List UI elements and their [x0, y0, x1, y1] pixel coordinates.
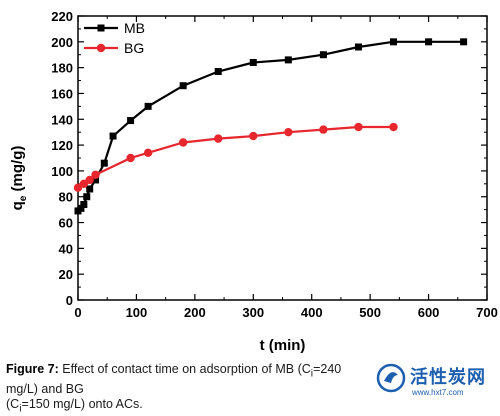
y-tick-label: 0	[66, 293, 73, 308]
caption-text-1: Effect of contact time on adsorption of …	[58, 362, 311, 376]
y-tick-label: 140	[51, 112, 73, 127]
caption-label: Figure 7:	[6, 362, 59, 376]
data-point-mb	[319, 51, 327, 59]
x-tick-label: 600	[418, 305, 440, 320]
y-tick-label: 180	[51, 61, 73, 76]
chart-axis-titles: t (min) qe (mg/g)	[9, 146, 305, 354]
data-point-bg	[249, 131, 258, 141]
watermark-url: www.hxt7.com	[412, 388, 464, 397]
series-line-mb	[77, 40, 464, 212]
series-mb	[74, 38, 468, 215]
x-tick-label: 700	[476, 305, 498, 320]
data-point-bg	[389, 122, 398, 132]
data-point-mb	[249, 58, 257, 66]
y-tick-label: 60	[59, 216, 73, 231]
legend-item-mb: MB	[84, 20, 145, 36]
caption-text-1b: =240 mg/L) and BG	[6, 362, 342, 396]
data-point-bg	[354, 122, 363, 132]
caption-sub-1: i	[310, 368, 314, 380]
data-point-mb	[390, 38, 398, 46]
data-point-mb	[86, 185, 94, 193]
plot-frame	[77, 15, 488, 301]
chart-axes: 0 100 200 300 400 500 600 700 0 20 40 60 80 100 120 140…	[51, 9, 498, 320]
series-line-bg	[77, 125, 394, 189]
data-point-mb	[92, 176, 100, 184]
data-point-bg	[91, 170, 100, 179]
legend-label-mb: MB	[124, 20, 145, 36]
y-tick-label: 100	[51, 164, 73, 179]
legend-label-bg: BG	[124, 40, 144, 56]
data-point-bg	[284, 127, 293, 137]
y-tick-label: 20	[59, 267, 73, 282]
data-point-mb	[127, 117, 135, 125]
chart-legend: MB BG	[84, 20, 145, 56]
watermark-title: 活性炭网	[410, 367, 486, 387]
data-point-bg	[319, 125, 328, 134]
data-point-bg	[178, 138, 188, 147]
data-point-mb	[83, 193, 91, 201]
data-point-mb	[460, 38, 468, 46]
series-bg	[73, 122, 398, 192]
figure-caption: Figure 7: Effect of contact time on adso…	[6, 362, 366, 416]
data-point-mb	[354, 43, 362, 51]
y-tick-label: 120	[51, 138, 73, 153]
x-axis-title: t (min)	[260, 337, 306, 354]
contact-time-chart: 0 100 200 300 400 500 600 700 0 20 40 60 80 100 120 140…	[9, 9, 498, 354]
y-tick-label: 200	[51, 35, 73, 50]
y-tick-label: 80	[59, 190, 73, 205]
data-point-mb	[77, 204, 85, 212]
data-point-mb	[100, 159, 108, 167]
legend-marker-mb	[97, 24, 105, 32]
data-point-bg	[214, 134, 223, 143]
caption-text-2a: (C	[6, 396, 20, 411]
y-tick-label: 220	[51, 9, 73, 24]
x-tick-label: 200	[184, 305, 206, 320]
y-axis-title: qe (mg/g)	[9, 146, 29, 211]
data-point-mb	[144, 102, 152, 110]
y-axis-title-main: q	[9, 201, 26, 210]
watermark-logo-icon	[376, 363, 406, 393]
x-tick-label: 0	[74, 305, 81, 320]
y-axis-title-units: (mg/g)	[9, 146, 26, 196]
chart-series	[73, 38, 468, 215]
data-point-bg	[85, 175, 94, 185]
x-tick-label: 400	[301, 305, 323, 320]
data-point-mb	[425, 38, 433, 46]
x-tick-label: 500	[359, 305, 381, 320]
site-watermark: 活性炭网 www.hxt7.com	[376, 363, 500, 403]
data-point-mb	[284, 56, 292, 64]
y-tick-label: 40	[59, 241, 73, 256]
data-point-mb	[214, 68, 222, 76]
data-point-mb	[80, 200, 88, 208]
data-point-mb	[109, 132, 117, 140]
data-point-bg	[143, 148, 153, 158]
caption-text-2b: =150 mg/L) onto ACs.	[21, 396, 143, 411]
x-tick-label: 300	[242, 305, 264, 320]
y-tick-label: 160	[51, 86, 73, 101]
data-point-mb	[179, 82, 187, 90]
legend-item-bg: BG	[84, 40, 144, 56]
y-axis-title-sub: e	[18, 195, 29, 201]
legend-marker-bg	[96, 43, 106, 53]
x-tick-label: 100	[126, 305, 148, 320]
data-point-bg	[126, 153, 135, 163]
